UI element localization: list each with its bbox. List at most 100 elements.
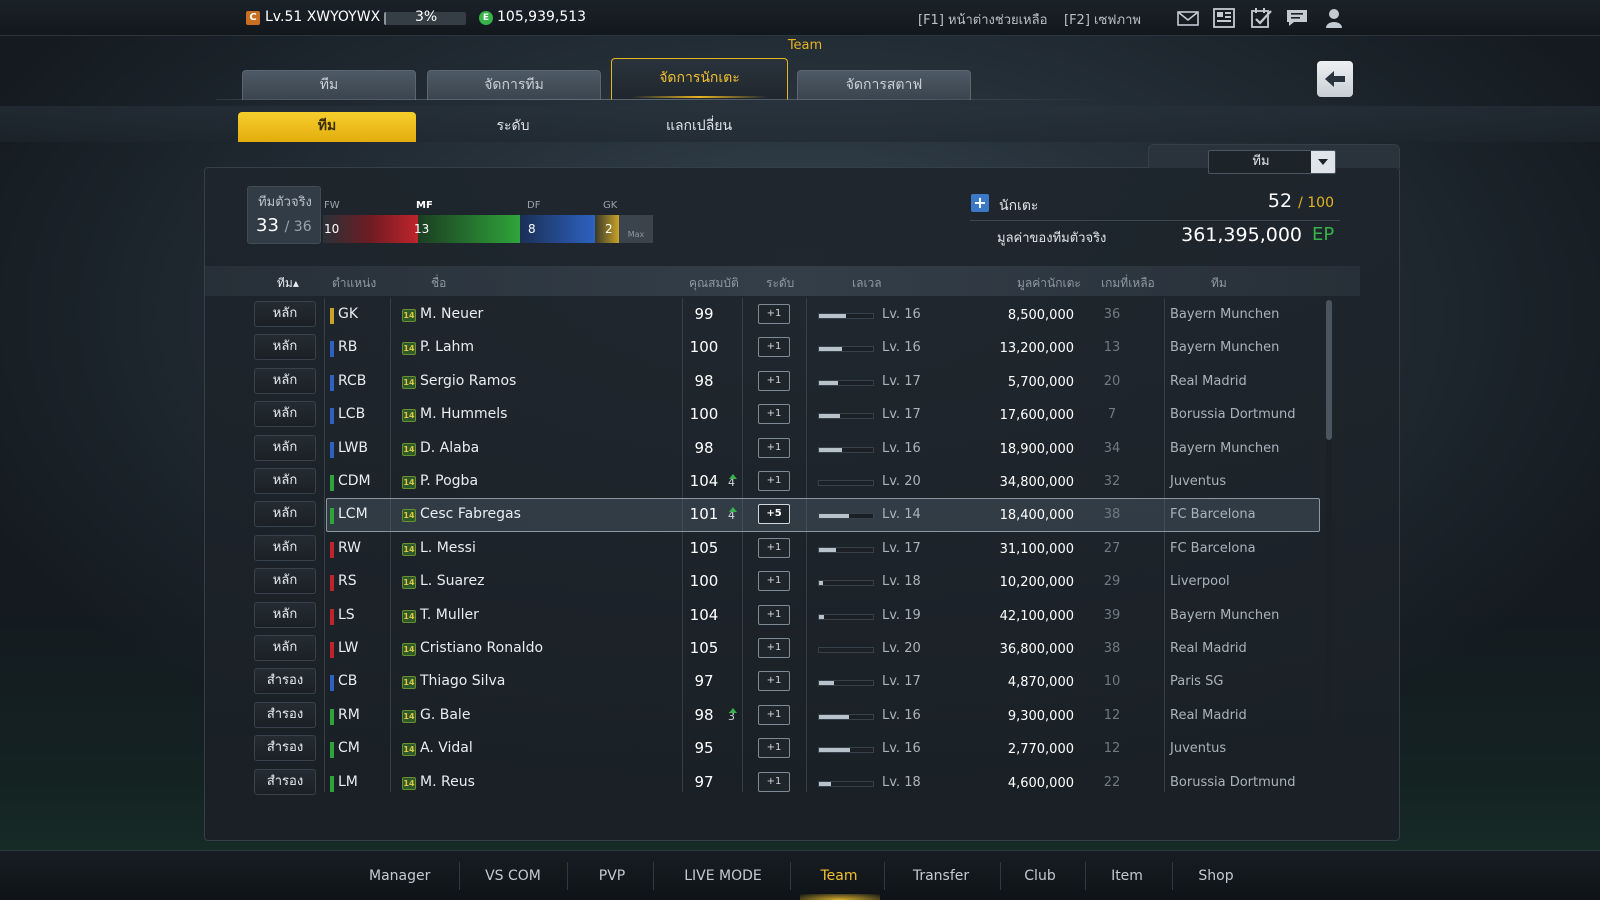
role-toggle-button[interactable]: หลัก — [254, 367, 316, 394]
player-name[interactable]: A. Vidal — [420, 740, 473, 757]
table-row[interactable]: สำรอง RM 14 G. Bale 98 3 +1 Lv. 16 9,300,000 12 Re… — [254, 701, 1318, 731]
header-ovr[interactable]: คุณสมบัติ — [689, 276, 739, 290]
grade-button[interactable]: +1 — [758, 771, 790, 792]
tab-staff-management[interactable]: จัดการสตาฟ — [797, 70, 971, 100]
table-row[interactable]: หลัก LS 14 T. Muller 104 +1 Lv. 19 42,100,000 39… — [254, 601, 1318, 631]
team-filter-select[interactable]: ทีม — [1208, 150, 1336, 174]
player-name[interactable]: G. Bale — [420, 706, 471, 723]
table-row[interactable]: หลัก LCB 14 M. Hummels 100 +1 Lv. 17 17,600,000… — [254, 400, 1318, 430]
grade-button[interactable]: +1 — [758, 571, 790, 592]
table-row[interactable]: หลัก RS 14 L. Suarez 100 +1 Lv. 18 10,200,000 29… — [254, 567, 1318, 597]
nav-vs-com[interactable]: VS COM — [485, 868, 541, 884]
player-name[interactable]: Thiago Silva — [420, 673, 506, 690]
role-toggle-button[interactable]: สำรอง — [254, 668, 316, 695]
role-toggle-button[interactable]: สำรอง — [254, 701, 316, 728]
grade-button[interactable]: +1 — [758, 604, 790, 625]
role-toggle-button[interactable]: สำรอง — [254, 768, 316, 795]
role-toggle-button[interactable]: หลัก — [254, 434, 316, 461]
nav-pvp[interactable]: PVP — [598, 868, 626, 884]
table-row[interactable]: สำรอง LM 14 M. Reus 97 +1 Lv. 18 4,600,000 22 Bor… — [254, 768, 1318, 798]
table-row[interactable]: หลัก LCM 14 Cesc Fabregas 101 4 +5 Lv. 14 18,400… — [254, 498, 1320, 533]
header-level[interactable]: เลเวล — [852, 276, 882, 290]
role-toggle-button[interactable]: หลัก — [254, 534, 316, 561]
table-row[interactable]: หลัก RW 14 L. Messi 105 +1 Lv. 17 31,100,000 27 F… — [254, 534, 1318, 564]
table-row[interactable]: หลัก CDM 14 P. Pogba 104 4 +1 Lv. 20 34,800,000 3… — [254, 467, 1318, 497]
table-row[interactable]: หลัก LWB 14 D. Alaba 98 +1 Lv. 16 18,900,000 34 B… — [254, 434, 1318, 464]
grade-button[interactable]: +1 — [758, 370, 790, 391]
mail-icon[interactable] — [1177, 8, 1199, 28]
scrollbar-track[interactable] — [1326, 300, 1332, 792]
add-player-slot-button[interactable]: + — [971, 194, 989, 212]
grade-button[interactable]: +1 — [758, 638, 790, 658]
tab-team-management[interactable]: จัดการทีม — [427, 70, 601, 100]
subtab-exchange[interactable]: แลกเปลี่ยน — [665, 118, 733, 134]
grade-button[interactable]: +1 — [758, 537, 790, 558]
table-row[interactable]: หลัก GK 14 M. Neuer 99 +1 Lv. 16 8,500,000 36 Bay… — [254, 300, 1318, 330]
role-toggle-button[interactable]: หลัก — [254, 568, 316, 595]
role-toggle-button[interactable]: หลัก — [254, 501, 316, 528]
grade-button[interactable]: +1 — [758, 404, 790, 425]
subtab-team[interactable]: ทีม — [238, 112, 416, 142]
player-name[interactable]: T. Muller — [420, 606, 479, 623]
header-club[interactable]: ทีม — [1211, 276, 1227, 290]
nav-shop[interactable]: Shop — [1198, 868, 1234, 884]
grade-button[interactable]: +1 — [758, 304, 790, 324]
chevron-down-icon[interactable] — [1311, 151, 1335, 173]
profile-icon[interactable] — [1323, 8, 1345, 28]
player-name[interactable]: M. Hummels — [420, 406, 508, 423]
grade-button[interactable]: +5 — [758, 504, 790, 525]
player-name[interactable]: Cesc Fabregas — [420, 506, 521, 523]
tab-player-management[interactable]: จัดการนักเตะ — [611, 58, 788, 100]
grade-button[interactable]: +1 — [758, 437, 790, 458]
subtab-grade[interactable]: ระดับ — [496, 118, 530, 134]
player-name[interactable]: M. Neuer — [420, 306, 484, 322]
table-row[interactable]: สำรอง CB 14 Thiago Silva 97 +1 Lv. 17 4,870,000… — [254, 667, 1318, 697]
player-name[interactable]: D. Alaba — [420, 439, 480, 456]
role-toggle-button[interactable]: หลัก — [254, 635, 316, 661]
help-shortcut-f1[interactable]: [F1] หน้าต่างช่วยเหลือ — [918, 13, 1048, 28]
nav-club[interactable]: Club — [1024, 868, 1056, 884]
grade-button[interactable]: +1 — [758, 738, 790, 759]
grade-button[interactable]: +1 — [758, 337, 790, 358]
role-toggle-button[interactable]: หลัก — [254, 401, 316, 428]
header-value[interactable]: มูลค่านักเตะ — [1017, 276, 1081, 290]
nav-transfer[interactable]: Transfer — [912, 868, 970, 884]
layout-icon[interactable] — [1213, 8, 1235, 28]
player-name[interactable]: L. Suarez — [420, 573, 485, 590]
role-toggle-button[interactable]: หลัก — [254, 468, 316, 494]
scrollbar-thumb[interactable] — [1326, 300, 1332, 440]
player-name[interactable]: Sergio Ramos — [420, 372, 517, 389]
column-divider — [742, 298, 743, 792]
role-toggle-button[interactable]: หลัก — [254, 334, 316, 361]
player-name[interactable]: P. Lahm — [420, 339, 475, 356]
header-grade[interactable]: ระดับ — [766, 276, 795, 290]
grade-button[interactable]: +1 — [758, 704, 790, 725]
header-position[interactable]: ตำแหน่ง — [332, 276, 377, 290]
screenshot-shortcut-f2[interactable]: [F2] เซฟภาพ — [1064, 13, 1141, 28]
player-name[interactable]: P. Pogba — [420, 473, 479, 489]
grade-button[interactable]: +1 — [758, 671, 790, 692]
player-name[interactable]: Cristiano Ronaldo — [420, 640, 544, 656]
chat-icon[interactable] — [1286, 8, 1308, 28]
nav-item[interactable]: Item — [1111, 868, 1143, 884]
header-name[interactable]: ชื่อ — [431, 276, 447, 290]
table-row[interactable]: หลัก RB 14 P. Lahm 100 +1 Lv. 16 13,200,000 13 Ba… — [254, 333, 1318, 363]
role-toggle-button[interactable]: สำรอง — [254, 735, 316, 762]
header-team-sort[interactable]: ทีม▴ — [277, 276, 299, 290]
tab-team[interactable]: ทีม — [242, 70, 416, 100]
grade-button[interactable]: +1 — [758, 471, 790, 491]
back-button[interactable] — [1317, 61, 1353, 97]
player-name[interactable]: L. Messi — [420, 539, 476, 556]
nav-manager[interactable]: Manager — [369, 868, 431, 884]
table-row[interactable]: หลัก LW 14 Cristiano Ronaldo 105 +1 Lv. 20 36,8… — [254, 634, 1318, 664]
calendar-check-icon[interactable] — [1250, 8, 1272, 28]
header-games-left[interactable]: เกมที่เหลือ — [1101, 276, 1155, 290]
role-toggle-button[interactable]: หลัก — [254, 301, 316, 327]
nav-live-mode[interactable]: LIVE MODE — [684, 868, 762, 884]
nav-team[interactable]: Team — [820, 868, 858, 884]
role-toggle-button[interactable]: หลัก — [254, 601, 316, 628]
player-name[interactable]: M. Reus — [420, 773, 475, 790]
player-level: Lv. 16 — [882, 741, 921, 757]
table-row[interactable]: สำรอง CM 14 A. Vidal 95 +1 Lv. 16 2,770,000 12 Ju… — [254, 734, 1318, 764]
table-row[interactable]: หลัก RCB 14 Sergio Ramos 98 +1 Lv. 17 5,700,000… — [254, 367, 1318, 397]
